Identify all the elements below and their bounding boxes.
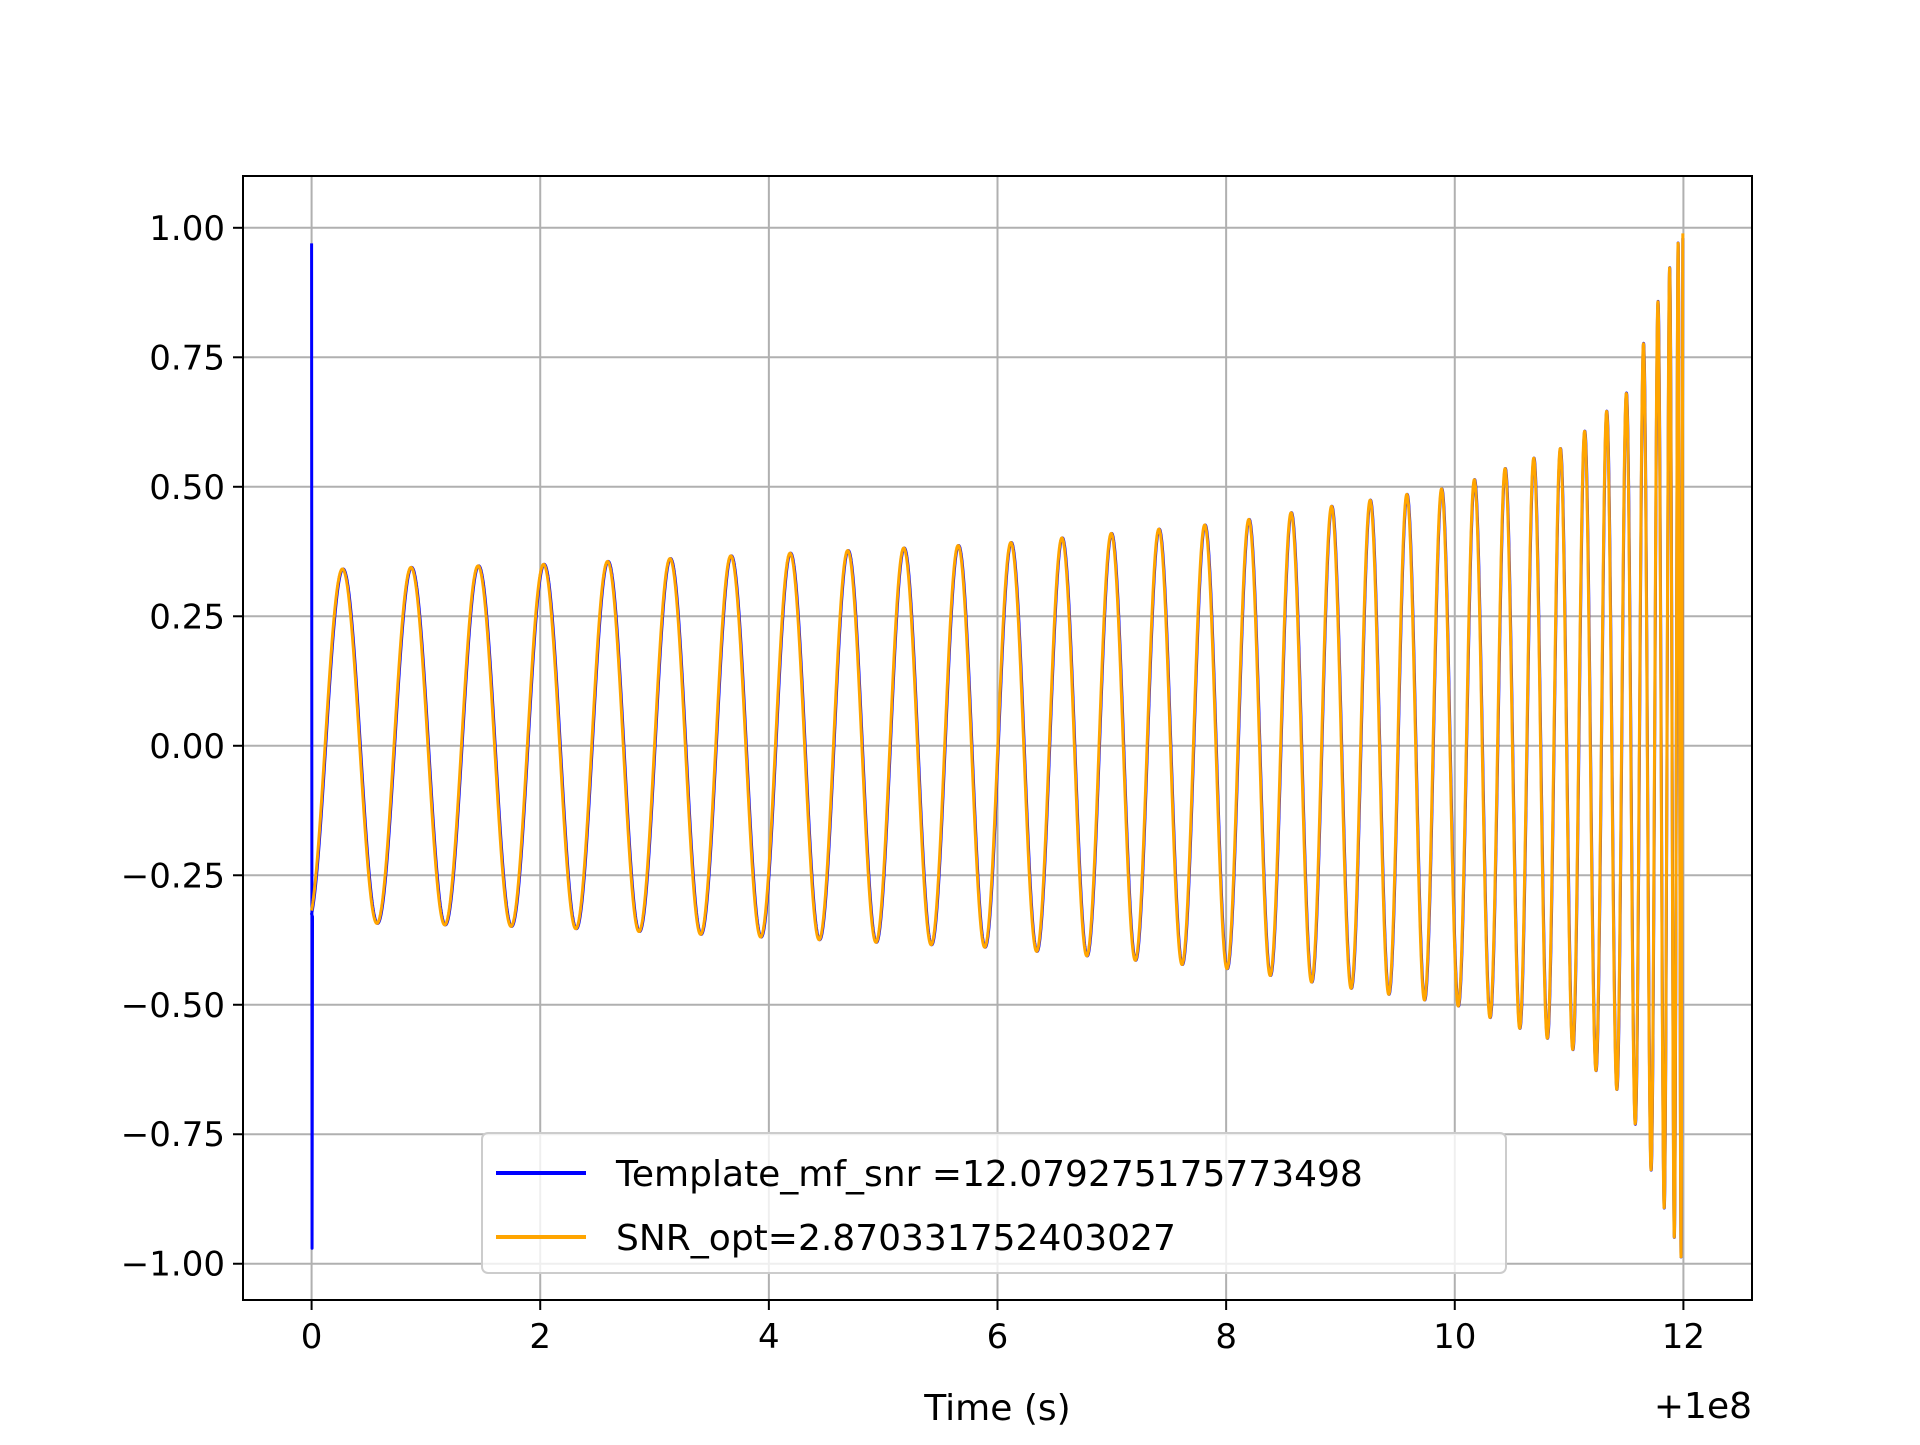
- series-line-snr-opt: [310, 233, 1685, 1259]
- y-tick-label: −1.00: [121, 1245, 225, 1285]
- y-tick-label: 0.50: [149, 468, 225, 508]
- x-tick-label: 0: [301, 1317, 323, 1357]
- x-tick-label: 4: [758, 1317, 780, 1357]
- legend: Template_mf_snr =12.079275175773498 SNR_…: [481, 1132, 1507, 1274]
- y-tick-label: −0.50: [121, 986, 225, 1026]
- legend-entry-snr-opt: SNR_opt=2.870331752403027: [616, 1218, 1176, 1259]
- x-axis-offset-label: +1e8: [1654, 1386, 1752, 1427]
- y-tick-label: 0.75: [149, 338, 225, 378]
- legend-box: [481, 1132, 1507, 1274]
- x-tick-label: 8: [1215, 1317, 1237, 1357]
- x-axis-label: Time (s): [923, 1388, 1070, 1429]
- y-tick-label: −0.75: [121, 1115, 225, 1155]
- x-tick-label: 2: [529, 1317, 551, 1357]
- x-tick-label: 10: [1433, 1317, 1476, 1357]
- series-layer: [310, 233, 1685, 1259]
- legend-entry-template: Template_mf_snr =12.079275175773498: [615, 1154, 1363, 1195]
- x-tick-label: 12: [1662, 1317, 1705, 1357]
- y-tick-label: 1.00: [149, 209, 225, 249]
- y-tick-label: −0.25: [121, 856, 225, 896]
- ticks: 0 2 4 6 8 10 12 1.00 0.75 0.50 0.25 0.00 −0.25 −0.50 −…: [121, 209, 1705, 1357]
- y-tick-label: 0.25: [149, 597, 225, 637]
- x-tick-label: 6: [987, 1317, 1009, 1357]
- y-tick-label: 0.00: [149, 727, 225, 767]
